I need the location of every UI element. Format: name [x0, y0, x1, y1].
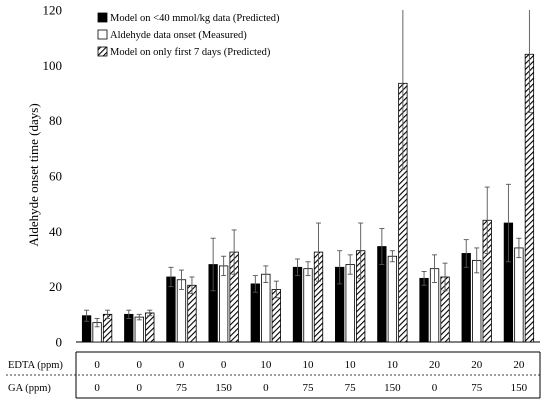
table-cell: 150 — [511, 382, 528, 394]
table-cell: 20 — [513, 359, 525, 371]
table-cell: 10 — [345, 359, 357, 371]
table-cell: 0 — [221, 359, 227, 371]
bar-group — [377, 10, 408, 343]
y-tick-label: 100 — [43, 58, 63, 73]
bar-group — [419, 254, 450, 343]
bar-open — [514, 247, 524, 343]
bar-open — [387, 255, 398, 343]
bar-group — [81, 309, 113, 343]
y-tick-label: 120 — [43, 3, 63, 18]
bar-open — [303, 268, 313, 343]
bar-open — [134, 316, 144, 343]
table-cell: 0 — [137, 382, 143, 394]
table-cell: 75 — [345, 382, 357, 394]
table-cell: 0 — [179, 359, 185, 371]
table-cell: 0 — [94, 382, 100, 394]
table-cell: 0 — [94, 359, 100, 371]
table-cell: 10 — [260, 359, 272, 371]
bar-group — [166, 266, 197, 343]
y-tick-label: 60 — [49, 169, 62, 184]
legend: Model on <40 mmol/kg data (Predicted) Ald… — [97, 12, 280, 58]
legend-label: Aldehyde data onset (Measured) — [110, 30, 247, 41]
table-cell: 20 — [471, 359, 483, 371]
table-row-label: EDTA (ppm) — [8, 360, 63, 371]
y-tick-label: 0 — [56, 335, 63, 350]
bar-group — [250, 265, 281, 343]
bar-group — [461, 186, 492, 343]
bar-solid — [292, 266, 303, 343]
bar-open — [261, 273, 271, 343]
table-row-label: GA (ppm) — [8, 383, 51, 394]
data-table: EDTA (ppm) 0 0 0 0 10 10 10 10 20 20 20 GA (ppm) 0 0 75… — [6, 351, 541, 399]
legend-swatch-open — [97, 29, 108, 40]
bar-group — [124, 309, 155, 343]
table-cell: 75 — [303, 382, 315, 394]
bar-group — [503, 10, 535, 343]
table-cell: 75 — [176, 382, 188, 394]
bar-groups — [81, 10, 535, 343]
legend-swatch-solid — [97, 12, 108, 23]
table-cell: 150 — [215, 382, 232, 394]
table-cell: 0 — [137, 359, 143, 371]
bar-open — [218, 265, 229, 343]
table-cell: 0 — [263, 382, 269, 394]
y-tick-label: 40 — [49, 224, 62, 239]
y-tick-label: 80 — [49, 113, 62, 128]
bar-group — [292, 222, 324, 343]
table-cell: 20 — [429, 359, 441, 371]
legend-label: Model on <40 mmol/kg data (Predicted) — [110, 13, 280, 24]
bar-group — [208, 229, 239, 343]
y-tick-label: 20 — [49, 279, 62, 294]
table-cell: 75 — [471, 382, 483, 394]
bar-solid — [419, 277, 429, 343]
y-axis-title: Aldehyde onset time (days) — [26, 103, 41, 246]
legend-swatch-hatched — [97, 46, 108, 57]
legend-label: Model on only first 7 days (Predicted) — [110, 47, 271, 58]
bar-open — [345, 264, 355, 343]
y-axis-ticks: 0 20 40 60 80 100 120 — [43, 3, 63, 350]
bar-hatched — [145, 312, 155, 343]
table-cell: 0 — [432, 382, 438, 394]
table-cell: 10 — [303, 359, 315, 371]
bar-group — [335, 222, 366, 343]
table-cell: 10 — [387, 359, 399, 371]
table-cell: 150 — [384, 382, 401, 394]
